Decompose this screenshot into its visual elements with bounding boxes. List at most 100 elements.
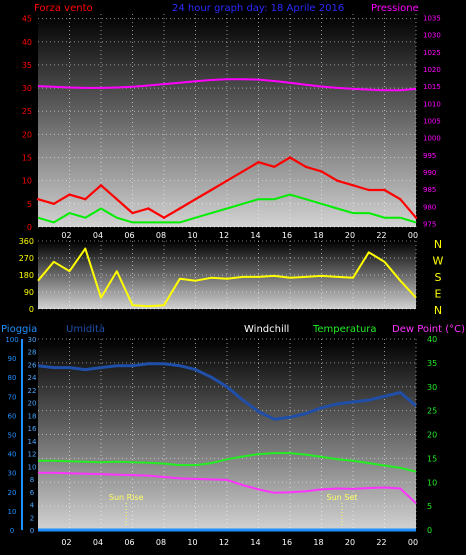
wind-y-tick-label: 20 [22,130,32,139]
temperature-y-tick-label: 10 [427,478,437,487]
compass-label: N [434,238,442,251]
rain-y-tick-label: 10 [8,508,17,516]
axes: 0202040406060808101012121414161618182020… [5,14,443,547]
pressure-y-tick-label: 1005 [423,118,441,126]
x-tick-label-wind: 16 [282,231,292,240]
direction-series-line [37,247,417,308]
rain-y-tick-label: 50 [8,432,17,440]
temperature-y-tick-label: 5 [427,502,432,511]
rain-y-tick-label: 100 [5,336,18,344]
compass-label: E [435,288,442,301]
wind-panel-background [38,14,416,227]
x-tick-label-temperature: 06 [124,538,134,547]
wind-y-tick-label: 5 [27,200,32,209]
wind-data-point [52,202,55,206]
pressure-series-line [37,78,417,92]
wind-data-point [241,170,244,173]
x-tick-label-wind: 20 [345,231,355,240]
x-tick-label-temperature: 20 [345,538,355,547]
humidity-y-tick-label: 18 [28,412,37,420]
wind-data-point [273,165,276,169]
x-tick-label-temperature: 16 [282,538,292,547]
legend-dewpoint: Dew Point (°C) [392,324,465,335]
wind-data-point [399,198,402,201]
x-tick-label-wind: 02 [61,231,71,240]
sun-marker-label: Sun Rise [109,493,144,502]
wind-y-tick-label: 10 [22,177,32,186]
humidity-y-tick-label: 6 [30,489,35,497]
temperature-y-tick-label: 15 [427,454,437,463]
compass-label: S [435,271,442,284]
temperature-y-tick-label: 0 [427,526,432,535]
humidity-y-tick-label: 24 [28,374,37,382]
rain-y-tick-label: 30 [8,470,17,478]
wind-data-point [414,216,418,219]
wind-data-point [115,198,118,201]
wind-data-point [225,179,229,182]
humidity-y-tick-label: 28 [28,349,37,357]
legend-windchill: Windchill [244,324,289,335]
pressure-y-tick-label: 980 [423,203,436,211]
wind-data-point [383,188,386,192]
pressure-y-tick-label: 1015 [423,83,441,91]
temperature-y-tick-label: 25 [427,407,437,416]
wind-y-tick-label: 15 [22,154,32,163]
temperature-panel-background [38,339,416,530]
x-tick-label-wind: 10 [187,231,197,240]
dewpoint-series-line [38,471,417,505]
humidity-y-tick-label: 14 [28,438,37,446]
humidity-y-tick-label: 10 [28,463,37,471]
compass-label: W [433,255,444,268]
x-tick-label-temperature: 12 [219,538,229,547]
x-tick-label-wind: 12 [219,231,229,240]
rain-y-tick-label: 40 [8,451,17,459]
pressure-axis-label: Pressione [371,3,419,14]
pressure-y-tick-label: 1000 [423,135,441,143]
wind-data-point [257,160,260,164]
x-tick-label-wind: 06 [124,231,134,240]
direction-y-tick-label: 180 [19,271,34,280]
legend-rain: Pioggia [1,324,37,335]
wind-data-point [288,156,292,159]
humidity-y-tick-label: 0 [30,527,34,535]
x-tick-label-wind: 00 [408,231,418,240]
gust-series-line [37,193,417,224]
wind-data-point [147,207,150,210]
pressure-y-tick-label: 1020 [423,66,441,74]
pressure-y-tick-label: 1030 [423,32,441,40]
rain-y-tick-label: 0 [10,527,14,535]
rain-y-tick-label: 80 [8,374,17,382]
x-tick-label-wind: 22 [376,231,386,240]
wind-y-tick-label: 35 [22,61,32,70]
wind-y-tick-label: 40 [22,38,32,47]
wind-data-point [210,188,213,192]
wind-data-point [68,193,71,196]
wind-axis-label: Forza vento [34,3,93,14]
pressure-y-tick-label: 1035 [423,14,441,22]
temperature-y-tick-label: 40 [427,335,437,344]
humidity-y-tick-label: 16 [28,425,37,433]
x-tick-label-wind: 18 [313,231,323,240]
x-tick-label-temperature: 02 [61,538,71,547]
x-tick-label-temperature: 22 [376,538,386,547]
wind-data-point [84,198,87,201]
rain-y-tick-label: 70 [8,393,17,401]
direction-y-tick-label: 360 [19,237,34,246]
humidity-y-tick-label: 8 [30,476,34,484]
pressure-y-tick-label: 990 [423,169,436,177]
temperature-y-tick-label: 20 [427,431,437,440]
humidity-y-tick-label: 30 [28,336,37,344]
wind-data-point [367,188,370,192]
humidity-y-tick-label: 22 [28,387,37,395]
direction-y-tick-label: 270 [19,254,34,263]
rain-y-tick-label: 20 [8,489,17,497]
x-tick-label-temperature: 10 [187,538,197,547]
wind-y-tick-label: 30 [22,84,32,93]
x-tick-label-wind: 08 [156,231,166,240]
wind-data-point [99,184,103,187]
x-tick-label-temperature: 04 [93,538,103,547]
rain-y-tick-label: 90 [8,355,17,363]
chart-title: 24 hour graph day: 18 Aprile 2016 [172,3,344,14]
pressure-y-tick-label: 985 [423,186,436,194]
